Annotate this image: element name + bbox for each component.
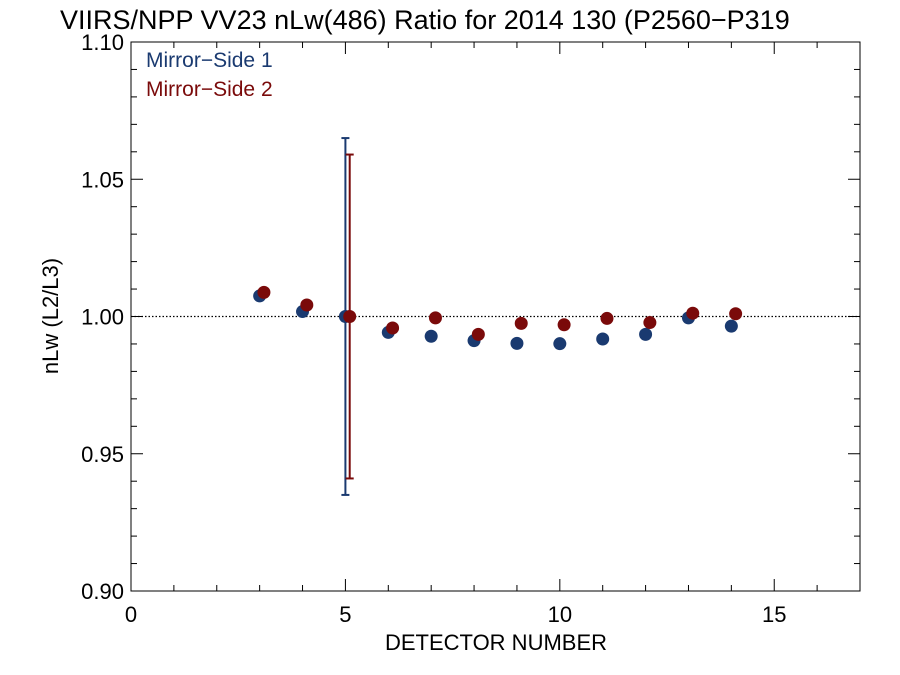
data-point-series-2 — [257, 285, 271, 299]
y-axis-ticks: 0.90 0.95 1.00 1.05 1.10 — [81, 30, 860, 604]
x-tick-label: 0 — [125, 602, 137, 627]
data-point-series-1 — [639, 327, 653, 341]
data-point-series-2 — [428, 311, 442, 325]
x-tick-label: 15 — [762, 602, 786, 627]
x-tick-label: 10 — [548, 602, 572, 627]
chart-title: VIIRS/NPP VV23 nLw(486) Ratio for 2014 1… — [60, 5, 790, 35]
data-point-series-2 — [600, 311, 614, 325]
data-point-series-2 — [557, 318, 571, 332]
data-point-series-1 — [724, 319, 738, 333]
y-axis-label: nLw (L2/L3) — [38, 258, 63, 374]
data-point-series-2 — [686, 306, 700, 320]
y-tick-label: 1.00 — [81, 305, 124, 330]
data-points — [253, 285, 743, 351]
x-tick-label: 5 — [339, 602, 351, 627]
data-point-series-2 — [386, 321, 400, 335]
data-point-series-1 — [510, 336, 524, 350]
data-point-series-2 — [343, 310, 357, 323]
y-tick-label: 1.10 — [81, 30, 124, 55]
data-point-series-1 — [553, 337, 567, 351]
data-point-series-2 — [300, 298, 314, 312]
x-axis-ticks: 0 5 10 15 — [125, 42, 861, 627]
data-point-series-2 — [729, 307, 743, 321]
x-axis-label: DETECTOR NUMBER — [385, 630, 607, 655]
data-point-series-2 — [643, 316, 657, 330]
data-point-series-1 — [424, 329, 438, 343]
legend: Mirror−Side 1 Mirror−Side 2 — [146, 49, 273, 101]
y-tick-label: 0.95 — [81, 442, 124, 467]
data-point-series-2 — [471, 327, 485, 341]
data-point-series-2 — [514, 316, 528, 330]
data-point-series-1 — [596, 332, 610, 346]
y-tick-label: 1.05 — [81, 167, 124, 192]
legend-entry-mirror-side-2: Mirror−Side 2 — [146, 78, 273, 101]
y-tick-label: 0.90 — [81, 579, 124, 604]
legend-entry-mirror-side-1: Mirror−Side 1 — [146, 49, 273, 72]
